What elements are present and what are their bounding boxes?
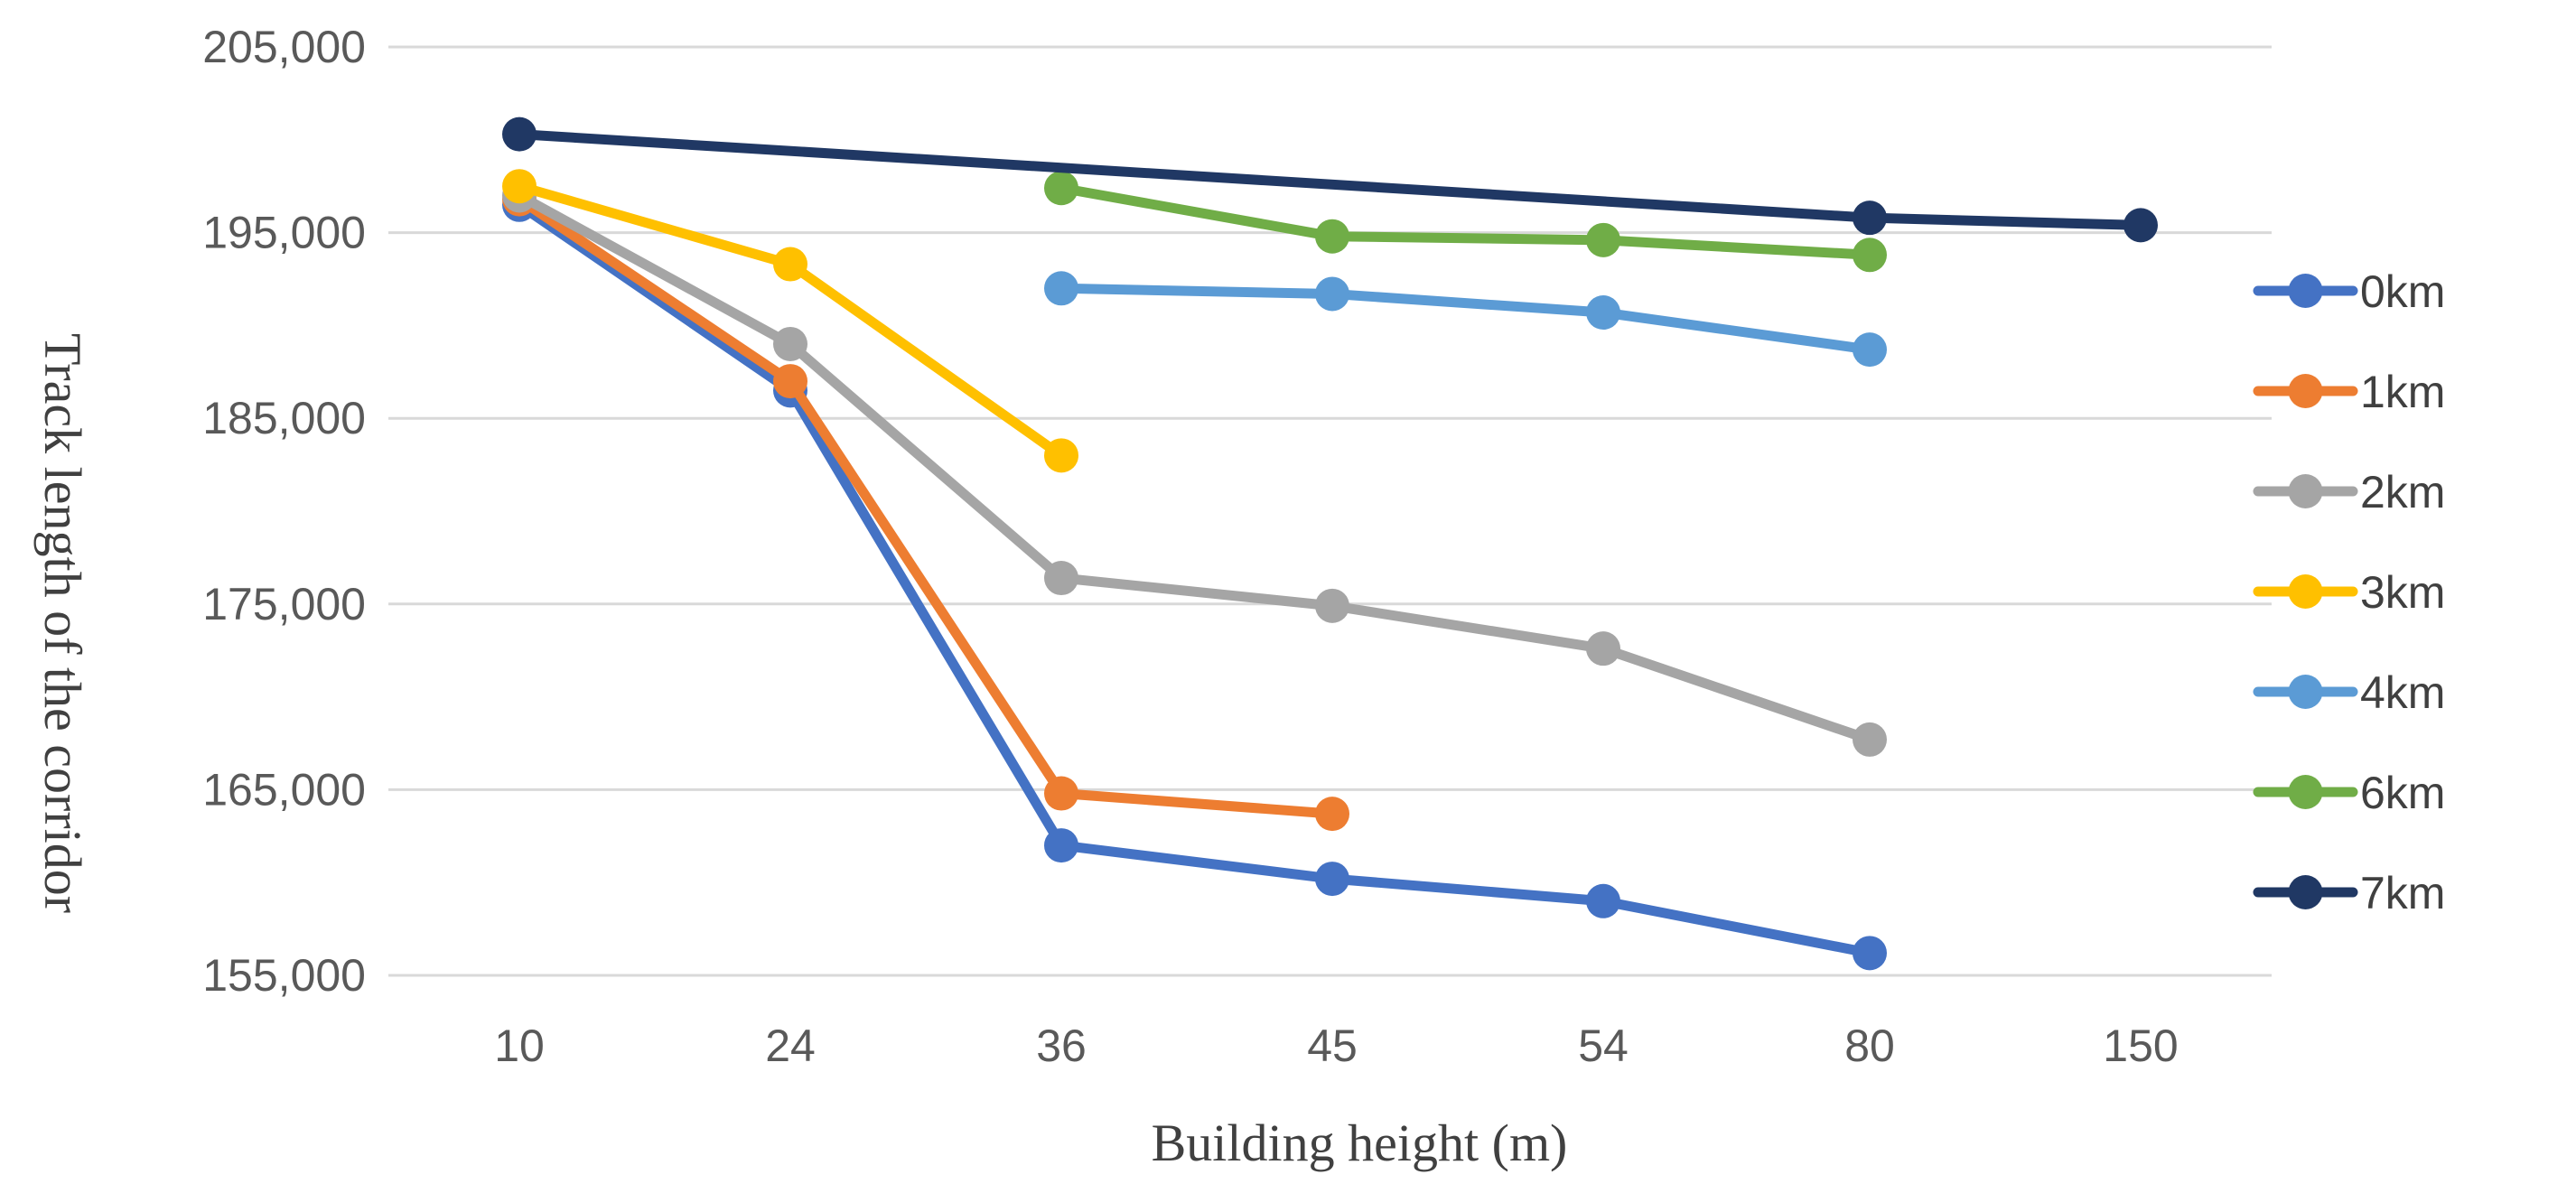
x-tick-label: 150 [2103,1021,2178,1071]
data-point [1853,332,1887,368]
series-2km [502,178,1887,757]
legend-entry: 6km [2253,768,2445,818]
data-point [1853,722,1887,757]
legend-label: 2km [2360,467,2445,517]
legend-entry: 2km [2253,467,2445,517]
data-point [1044,271,1078,306]
x-tick-label: 80 [1844,1021,1895,1071]
legend-label: 0km [2360,266,2445,317]
legend-entry: 3km [2253,567,2445,618]
series-line [514,129,2146,230]
data-point [1586,295,1620,331]
data-point [1044,438,1078,473]
legend-label: 1km [2360,367,2445,417]
legend-swatch-marker [2288,875,2323,909]
legend-swatch-marker [2288,574,2323,609]
legend-swatch-marker [2288,675,2323,709]
data-point [1853,238,1887,273]
y-tick-label: 165,000 [202,764,366,815]
data-point [773,247,807,282]
data-point [1586,222,1620,257]
data-point [773,326,807,361]
x-tick-label: 24 [765,1021,816,1071]
x-tick-label: 10 [494,1021,545,1071]
series-lines [502,117,2158,971]
data-point [2123,208,2158,243]
legend-entry: 7km [2253,868,2445,918]
legend: 0km 1km 2km 3km 4km 6km 7km [2253,266,2445,918]
data-point [1315,276,1349,312]
series-7km [502,117,2158,243]
y-tick-label: 155,000 [202,950,366,1001]
series-line [1056,182,1875,260]
series-line [514,181,1067,461]
data-point [1315,797,1349,832]
y-tick-label: 205,000 [202,22,366,72]
series-4km [1044,271,1887,368]
legend-swatch-marker [2288,274,2323,308]
y-tick-label: 185,000 [202,393,366,443]
series-line [514,194,1338,819]
data-point [1044,828,1078,863]
x-axis-title: Building height (m) [1152,1114,1568,1172]
legend-entry: 0km [2253,266,2445,317]
data-point [1586,883,1620,918]
legend-label: 7km [2360,868,2445,918]
data-point [1586,631,1620,666]
data-point [1044,776,1078,811]
data-point [1315,862,1349,897]
data-point [1044,171,1078,206]
legend-swatch-marker [2288,775,2323,809]
y-tick-label: 195,000 [202,208,366,258]
legend-label: 3km [2360,567,2445,618]
y-axis-title: Track length of the corridor [33,333,92,913]
data-point [502,169,537,204]
legend-swatch-marker [2288,474,2323,508]
legend-label: 4km [2360,667,2445,718]
series-line [514,200,1875,958]
data-point [1315,219,1349,254]
x-tick-label: 36 [1036,1021,1087,1071]
legend-label: 6km [2360,768,2445,818]
series-6km [1044,171,1887,273]
data-point [1315,588,1349,623]
x-axis-tick-labels: 10 24 36 45 54 80 150 [494,1021,2179,1071]
x-tick-label: 54 [1578,1021,1629,1071]
data-point [773,364,807,399]
series-line [514,190,1875,745]
data-point [502,117,537,152]
data-point [1044,561,1078,596]
data-point [1853,200,1887,236]
y-tick-label: 175,000 [202,579,366,629]
series-3km [502,169,1078,473]
legend-entry: 1km [2253,367,2445,417]
data-point [1853,936,1887,971]
y-axis-tick-labels: 155,000 165,000 175,000 185,000 195,000 205,0… [202,22,366,1001]
x-tick-label: 45 [1307,1021,1358,1071]
legend-swatch-marker [2288,374,2323,408]
series-line [1056,283,1875,355]
legend-entry: 4km [2253,667,2445,718]
